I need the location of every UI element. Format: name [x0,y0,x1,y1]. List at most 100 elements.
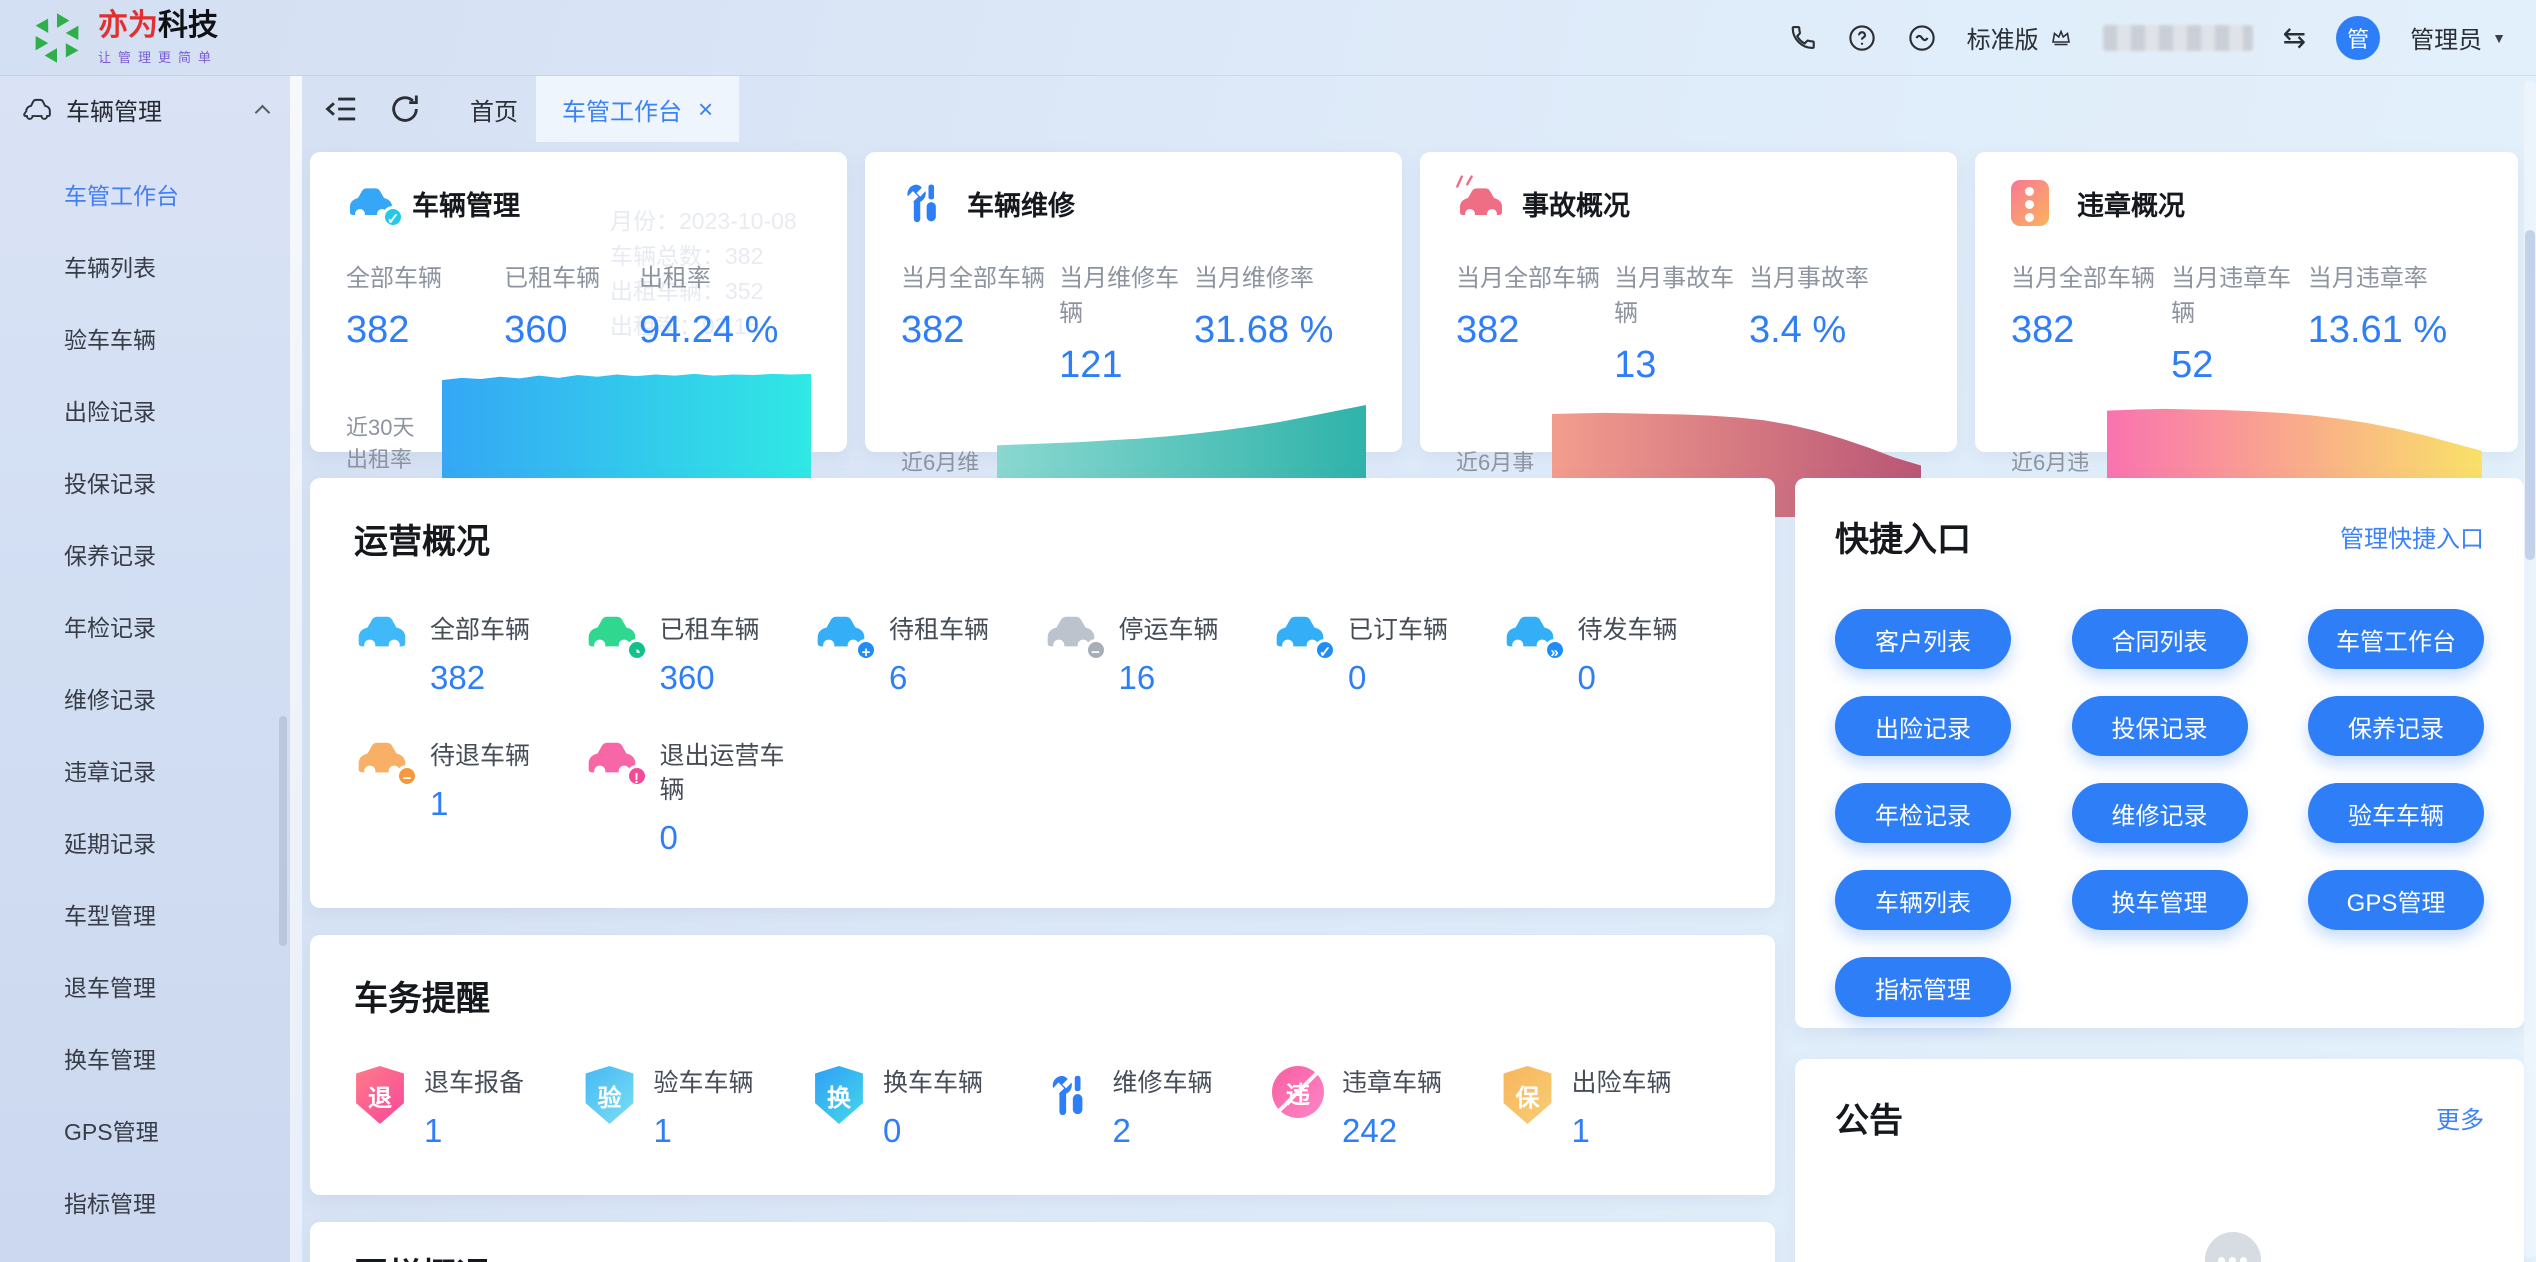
shortcut-button[interactable]: 年检记录 [1835,783,2011,843]
section-title-fence: 围栏概况 [354,1248,1731,1262]
manage-shortcuts-link[interactable]: 管理快捷入口 [2340,526,2484,553]
reminder-item: 违 违章车辆 242 [1272,1066,1502,1150]
car-check-icon: ✓ [346,182,404,228]
avatar[interactable]: 管 [2336,15,2381,60]
operation-stat-item: + 待租车辆 6 [813,613,1043,697]
pinwheel-logo-icon [35,12,79,63]
help-icon[interactable] [1847,23,1877,53]
shortcut-button[interactable]: 维修记录 [2071,783,2248,843]
switch-account-icon[interactable]: ⇆ [2282,22,2307,53]
car-badge-icon: − [396,765,418,787]
refresh-icon[interactable] [388,92,422,126]
stat: 全部车辆 382 [346,265,442,351]
stat: 当月事故率 3.4 % [1748,265,1869,351]
shortcut-button[interactable]: 出险记录 [1835,696,2011,756]
sidebar-item[interactable]: 维修记录 [64,687,156,713]
car-icon [354,613,412,659]
brand-logo: 亦为科技 让管理更简单 [30,8,219,66]
page-scrollbar-thumb[interactable] [2525,230,2535,560]
stat: 当月违章车辆 52 [2171,265,2292,386]
stat-card-vehicle-repair: 车辆维修 当月全部车辆 382 当月维修车辆 121 当月维修率 31.68 %… [865,152,1402,517]
sidebar-item[interactable]: 出险记录 [64,399,156,425]
reminder-badge-icon: 验 [585,1066,634,1124]
car-icon: ◔ [584,613,648,661]
shortcut-button[interactable]: 保养记录 [2308,696,2484,756]
sidebar-item[interactable]: 车管工作台 [64,183,179,209]
shortcut-button[interactable]: 投保记录 [2071,696,2248,756]
sidebar-item[interactable]: 延期记录 [64,831,156,857]
shortcut-button[interactable]: GPS管理 [2308,870,2484,930]
sidebar-menu: 车管工作台车辆列表验车车辆出险记录投保记录保养记录年检记录维修记录违章记录延期记… [0,160,290,1262]
stat-card-title: 违章概况 [2077,190,2185,221]
sidebar-item[interactable]: 投保记录 [64,471,156,497]
empty-state-illustration [1835,1172,2484,1262]
operation-stat-item: 全部车辆 382 [354,613,584,697]
stat-card-title: 事故概况 [1522,190,1630,221]
car-icon: ! [584,739,648,787]
tab-bar: 首页 车管工作台 × [302,76,2536,142]
collapse-sidebar-icon[interactable] [324,92,358,126]
sidebar-group-vehicle-management[interactable]: 车辆管理 [0,76,290,142]
stat-card-accidents: 事故概况 当月全部车辆 382 当月事故车辆 13 当月事故率 3.4 % 近6… [1420,152,1957,517]
brand-name-black: 科技 [158,8,218,42]
sidebar-scrollbar-thumb[interactable] [279,716,287,946]
car-badge-icon: ✓ [1314,639,1336,661]
shortcut-button[interactable]: 验车车辆 [2308,783,2484,843]
reminder-item: 退 退车报备 1 [354,1066,584,1150]
notice-more-link[interactable]: 更多 [2436,1107,2484,1134]
shortcut-button[interactable]: 车辆列表 [1835,870,2011,930]
traffic-light-icon [2011,180,2061,226]
sidebar-group-label: 车辆管理 [66,98,162,126]
stat: 当月维修率 31.68 % [1193,265,1334,351]
stat-card-violations: 违章概况 当月全部车辆 382 当月违章车辆 52 当月违章率 13.61 % … [1975,152,2518,517]
tab-vehicle-workbench[interactable]: 车管工作台 × [536,76,740,142]
car-crash-icon [1456,175,1506,224]
chevron-down-icon: ▼ [2492,29,2506,46]
version-label: 标准版 [1966,27,2039,54]
tab-home[interactable]: 首页 [470,98,518,126]
stat: 出租率 94.24 % [638,265,779,351]
car-badge-icon: » [1543,639,1566,661]
sidebar-item[interactable]: 车型管理 [64,903,156,929]
speech-bubble-icon [2204,1232,2261,1262]
sidebar-item[interactable]: 指标管理 [64,1191,156,1217]
phone-icon[interactable] [1787,23,1817,53]
reminder-badge-icon: 换 [815,1066,863,1124]
sidebar-item[interactable]: 年检记录 [64,615,156,641]
top-header: 亦为科技 让管理更简单 标准版 [0,0,2536,76]
sidebar-item[interactable]: GPS管理 [64,1119,159,1145]
sidebar: 车辆管理 车管工作台车辆列表验车车辆出险记录投保记录保养记录年检记录维修记录违章… [0,76,290,1262]
brand-text: 亦为科技 让管理更简单 [98,8,219,66]
car-badge-icon: − [1084,639,1107,661]
feedback-icon[interactable] [1907,23,1937,53]
close-icon[interactable]: × [698,93,714,124]
sidebar-item[interactable]: 验车车辆 [64,327,156,353]
rental-rate-sparkline [442,370,811,482]
car-badge-icon: ! [625,765,648,787]
shortcut-button[interactable]: 车管工作台 [2308,609,2484,669]
sidebar-item[interactable]: 车辆列表 [64,255,156,281]
car-icon: » [1502,613,1566,661]
car-outline-icon [23,98,51,120]
stat: 当月全部车辆 382 [901,265,1045,351]
reminder-badge-icon [1043,1066,1095,1124]
sidebar-item[interactable]: 车辆数据初始化 [0,1240,290,1262]
brand-tagline: 让管理更简单 [98,49,219,65]
version-badge[interactable]: 标准版 [1967,20,2073,55]
car-icon: − [1043,613,1107,661]
sidebar-item[interactable]: 退车管理 [64,975,156,1001]
sidebar-item[interactable]: 保养记录 [64,543,156,569]
reminder-item: 验 验车车辆 1 [584,1066,814,1150]
sidebar-item[interactable]: 违章记录 [64,759,156,785]
sidebar-item[interactable]: 换车管理 [64,1047,156,1073]
shortcut-button[interactable]: 换车管理 [2071,870,2248,930]
shortcut-button[interactable]: 客户列表 [1835,609,2011,669]
operations-overview-card: 运营概况 全部车辆 382 [310,478,1775,908]
page-scrollbar-track[interactable] [2524,80,2536,1258]
shortcut-button[interactable]: 合同列表 [2071,609,2248,669]
shortcut-button[interactable]: 指标管理 [1835,957,2011,1017]
vehicle-reminders-card: 车务提醒 退 退车报备 1 [310,935,1775,1195]
shortcuts-card: 快捷入口 管理快捷入口 客户列表 合同列表 车管工作台 出险记录 投保记录 保养记录 年检记… [1795,478,2524,1028]
user-menu[interactable]: 管理员 ▼ [2410,20,2506,55]
